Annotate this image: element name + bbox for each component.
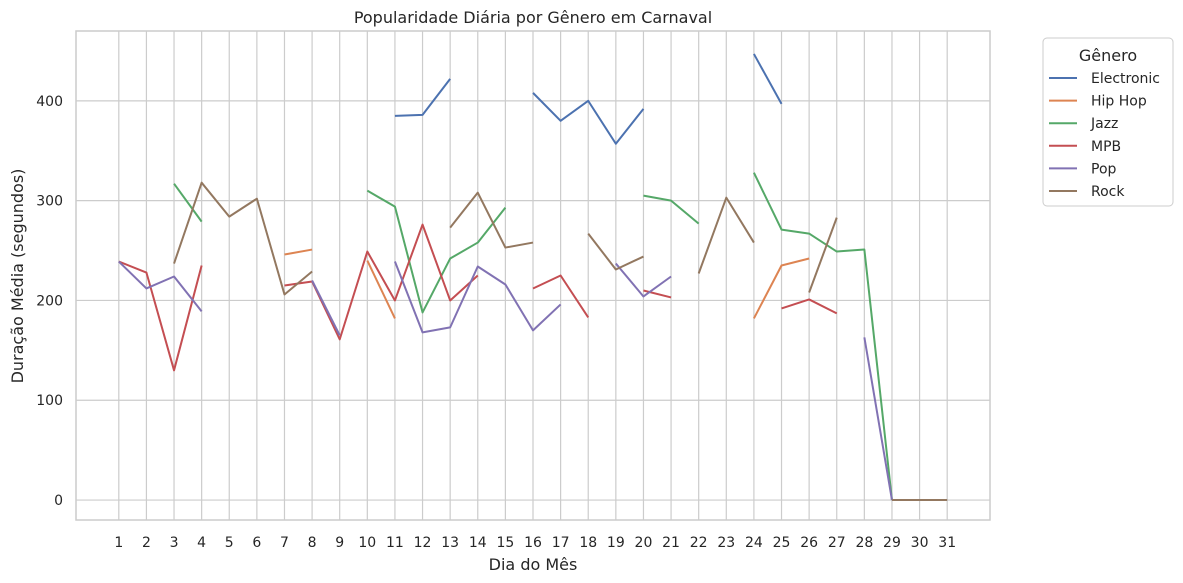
legend-label: MPB: [1091, 139, 1121, 155]
x-tick-label: 16: [524, 535, 542, 551]
legend-frame: [1042, 37, 1174, 207]
y-tick-label: 300: [36, 194, 63, 210]
y-tick-label: 100: [36, 393, 63, 409]
axes-border: [75, 30, 991, 521]
series-line-segment: [753, 53, 783, 105]
chart-title: Popularidade Diária por Gênero em Carnav…: [354, 8, 712, 27]
series-lines: [118, 53, 948, 502]
x-tick-label: 24: [745, 535, 763, 551]
x-tick-label: 10: [358, 535, 376, 551]
x-tick-label: 18: [579, 535, 597, 551]
x-tick-label: 23: [717, 535, 735, 551]
series-line-segment: [118, 260, 203, 313]
x-tick-label: 14: [469, 535, 487, 551]
x-tick-label: 8: [308, 535, 317, 551]
legend-label: Jazz: [1090, 116, 1118, 132]
x-tick-label: 7: [280, 535, 289, 551]
x-tick-label: 30: [911, 535, 929, 551]
x-tick-label: 6: [252, 535, 261, 551]
x-tick-label: 31: [938, 535, 956, 551]
tick-labels: 1 2 3 4 5 6 7 8 9 10 11 12 13 14 15 16 17 18 19 20 21 22 23 24 2…: [36, 94, 956, 551]
y-tick-label: 200: [36, 293, 63, 309]
legend-label: Electronic: [1091, 71, 1160, 87]
legend-entry: Electronic: [1049, 71, 1160, 87]
series-line-segment: [532, 274, 590, 318]
series-line-segment: [393, 261, 562, 334]
legend-entry: Rock: [1049, 184, 1125, 200]
series-line-segment: [697, 196, 755, 274]
x-tick-label: 9: [335, 535, 344, 551]
series-line-segment: [615, 262, 672, 298]
x-tick-label: 21: [662, 535, 680, 551]
series-line-segment: [449, 191, 534, 249]
x-tick-label: 12: [414, 535, 432, 551]
x-tick-label: 15: [496, 535, 514, 551]
legend-title: Gênero: [1079, 46, 1137, 65]
x-tick-label: 28: [855, 535, 873, 551]
series-line-segment: [587, 232, 644, 271]
y-tick-label: 0: [54, 493, 63, 509]
series-line-segment: [394, 78, 451, 117]
legend-entry: Hip Hop: [1049, 94, 1147, 110]
series-line-segment: [284, 248, 313, 256]
series-line-segment: [753, 172, 893, 501]
series-rock: [173, 181, 948, 502]
x-axis-label: Dia do Mês: [489, 555, 578, 574]
y-tick-label: 400: [36, 94, 63, 110]
series-line-segment: [781, 298, 838, 315]
x-tick-label: 3: [170, 535, 179, 551]
series-line-segment: [753, 257, 810, 319]
x-tick-label: 4: [197, 535, 206, 551]
series-pop: [118, 260, 893, 501]
legend-label: Hip Hop: [1091, 94, 1147, 110]
series-line-segment: [173, 181, 313, 296]
x-tick-label: 17: [552, 535, 570, 551]
axes-frame: [75, 30, 991, 521]
series-jazz: [173, 172, 893, 501]
legend-label: Rock: [1091, 184, 1125, 200]
series-line-segment: [366, 260, 396, 319]
legend-entry: MPB: [1049, 139, 1121, 155]
legend-entry: Jazz: [1049, 116, 1118, 132]
x-tick-label: 29: [883, 535, 901, 551]
series-line-segment: [118, 260, 203, 372]
series-line-segment: [863, 337, 893, 501]
series-line-segment: [643, 194, 700, 225]
x-tick-label: 26: [800, 535, 818, 551]
series-line-segment: [643, 289, 672, 299]
x-tick-label: 11: [386, 535, 404, 551]
series-line-segment: [532, 92, 645, 145]
x-tick-label: 1: [114, 535, 123, 551]
x-tick-label: 20: [635, 535, 653, 551]
legend-entry: Pop: [1049, 161, 1117, 177]
y-axis-label: Duração Média (segundos): [8, 169, 27, 384]
series-line-segment: [366, 189, 507, 314]
x-tick-label: 2: [142, 535, 151, 551]
series-line-segment: [311, 280, 341, 336]
x-tick-label: 13: [441, 535, 459, 551]
x-tick-label: 27: [828, 535, 846, 551]
series-hip-hop: [284, 248, 810, 319]
series-line-segment: [808, 217, 838, 293]
x-tick-label: 19: [607, 535, 625, 551]
series-line-segment: [173, 183, 203, 223]
series-mpb: [118, 223, 838, 372]
x-tick-label: 22: [690, 535, 708, 551]
x-tick-label: 25: [773, 535, 791, 551]
legend-label: Pop: [1091, 161, 1117, 177]
legend: Gênero Electronic Hip Hop Jazz MPB Pop Rock: [1042, 37, 1174, 207]
grid: [76, 31, 990, 520]
series-electronic: [394, 53, 783, 145]
x-tick-label: 5: [225, 535, 234, 551]
